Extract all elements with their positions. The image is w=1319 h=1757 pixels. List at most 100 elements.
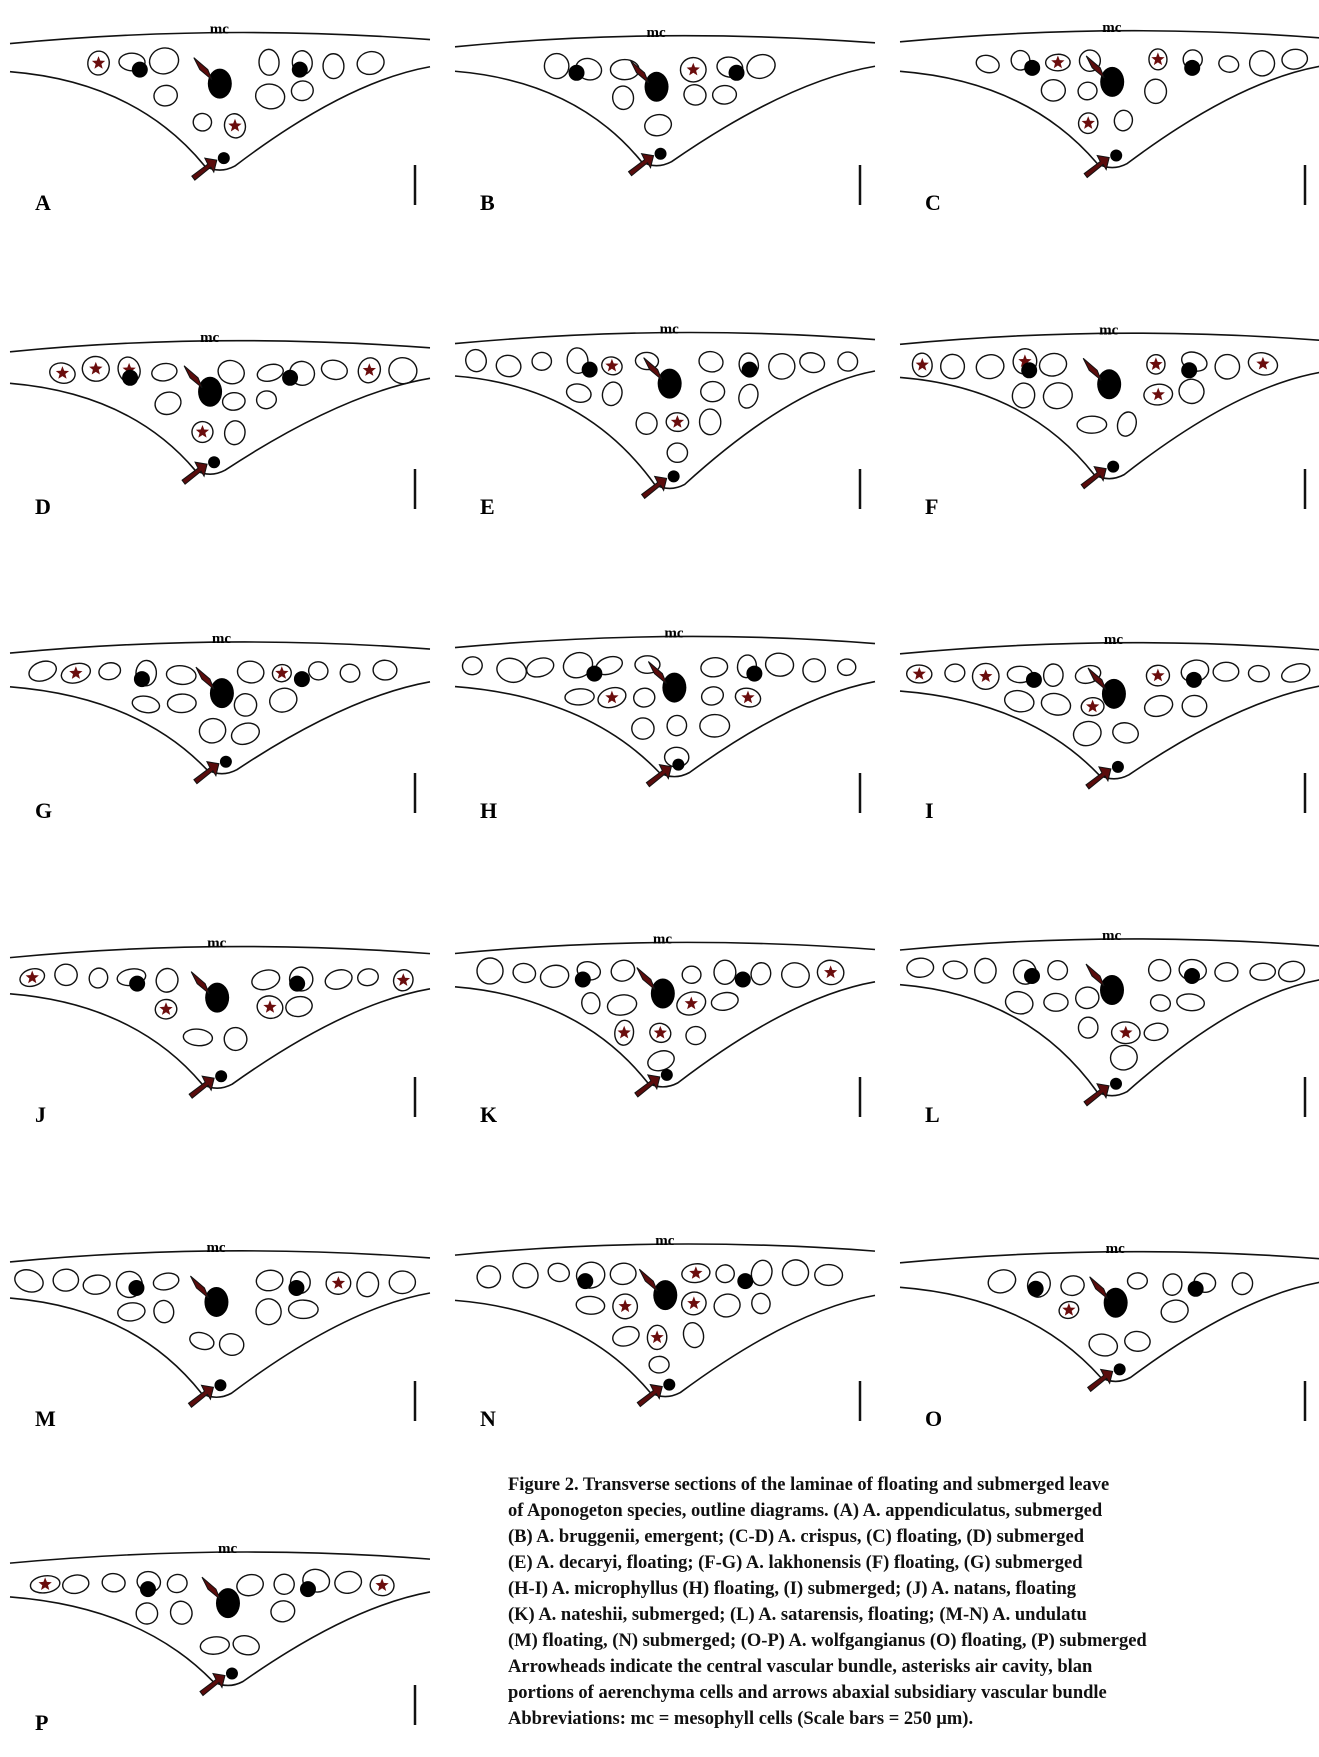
- caption-line: (M) floating, (N) submerged; (O-P) A. wo…: [508, 1628, 1319, 1654]
- arrowhead: [637, 967, 655, 989]
- aerenchyma-cell: [1149, 993, 1172, 1013]
- aerenchyma-cell: [166, 664, 197, 685]
- central-vascular-bundle: [205, 983, 229, 1013]
- aerenchyma-cell: [974, 53, 1001, 75]
- aerenchyma-cell: [154, 966, 181, 994]
- aerenchyma-cell: [643, 112, 673, 138]
- asterisk: [1256, 357, 1269, 370]
- aerenchyma-cell: [1176, 993, 1205, 1013]
- aerenchyma-cell: [744, 51, 778, 82]
- arrowhead: [1090, 1277, 1108, 1299]
- aerenchyma-cell: [779, 960, 811, 989]
- aerenchyma-cell: [117, 1301, 146, 1322]
- asterisk: [1149, 357, 1162, 370]
- aerenchyma-cell: [168, 1598, 196, 1627]
- vascular-bundle: [1026, 672, 1042, 688]
- panel-letter: P: [35, 1710, 48, 1735]
- asterisk: [689, 1266, 702, 1279]
- asterisk: [1151, 669, 1164, 682]
- arrow: [194, 762, 219, 784]
- subsidiary-bundle: [208, 456, 220, 468]
- aerenchyma-cell: [235, 1572, 266, 1599]
- caption: Figure 2. Transverse sections of the lam…: [508, 1472, 1319, 1732]
- mc-label: mc: [1104, 632, 1123, 648]
- aerenchyma-cell: [255, 390, 277, 411]
- subsidiary-bundle: [226, 1667, 238, 1679]
- figure-page: AmcBmcCmcDmcEmcFmcGmcHmcImcJmcKmcLmcMmcN…: [0, 0, 1319, 1757]
- vascular-bundle: [742, 362, 758, 378]
- vascular-bundle: [289, 976, 305, 992]
- panel: Cmc: [900, 20, 1319, 215]
- arrowhead: [190, 1276, 208, 1298]
- aerenchyma-cell: [1213, 353, 1241, 381]
- aerenchyma-cell: [461, 655, 484, 677]
- central-vascular-bundle: [204, 1287, 228, 1317]
- vascular-bundle: [1184, 968, 1200, 984]
- arrow: [182, 462, 207, 484]
- subsidiary-bundle: [218, 152, 230, 164]
- aerenchyma-cell: [546, 1261, 572, 1285]
- vascular-bundle: [746, 666, 762, 682]
- aerenchyma-cell: [1043, 663, 1064, 687]
- subsidiary-bundle: [663, 1379, 675, 1391]
- caption-line: Figure 2. Transverse sections of the lam…: [508, 1472, 1319, 1498]
- aerenchyma-cell: [269, 1599, 296, 1624]
- aerenchyma-cell: [1246, 47, 1278, 79]
- subsidiary-bundle: [1110, 1078, 1122, 1090]
- aerenchyma-cell: [700, 714, 730, 737]
- aerenchyma-cell: [539, 963, 571, 990]
- aerenchyma-cell: [250, 967, 282, 993]
- aerenchyma-cell: [1108, 1043, 1139, 1072]
- asterisk: [397, 973, 410, 986]
- mc-label: mc: [647, 25, 666, 41]
- aerenchyma-cell: [576, 1296, 606, 1316]
- aerenchyma-cell: [940, 354, 965, 379]
- aerenchyma-cell: [272, 1572, 297, 1596]
- panel: Bmc: [455, 25, 875, 215]
- aerenchyma-cell: [765, 652, 795, 677]
- panel-letter: H: [480, 798, 497, 823]
- aerenchyma-cell: [494, 655, 529, 686]
- aerenchyma-cell: [610, 1323, 641, 1349]
- aerenchyma-cell: [632, 687, 656, 709]
- aerenchyma-cell: [1217, 54, 1240, 74]
- asterisk: [275, 666, 288, 679]
- asterisk: [618, 1026, 631, 1039]
- asterisk: [263, 1000, 276, 1013]
- vascular-bundle: [129, 976, 145, 992]
- aerenchyma-cell: [389, 1271, 416, 1294]
- aerenchyma-cell: [565, 688, 595, 706]
- aerenchyma-cell: [52, 1268, 79, 1292]
- panel: Fmc: [900, 322, 1319, 519]
- asterisk: [687, 1296, 700, 1309]
- aerenchyma-cell: [495, 353, 523, 378]
- arrowhead: [191, 972, 209, 994]
- aerenchyma-cell: [750, 1292, 772, 1315]
- vascular-bundle: [122, 370, 138, 386]
- asterisk: [196, 425, 209, 438]
- mc-label: mc: [206, 1240, 225, 1256]
- mc-label: mc: [210, 22, 229, 38]
- aerenchyma-cell: [1279, 660, 1312, 685]
- asterisk: [687, 63, 700, 76]
- asterisk: [159, 1002, 172, 1015]
- aerenchyma-cell: [1159, 1298, 1190, 1325]
- aerenchyma-cell: [700, 656, 729, 678]
- aerenchyma-cell: [681, 1321, 706, 1350]
- aerenchyma-cell: [12, 1266, 46, 1296]
- aerenchyma-cell: [1047, 959, 1069, 980]
- asterisk: [69, 666, 82, 679]
- aerenchyma-cell: [1124, 1330, 1151, 1352]
- aerenchyma-cell: [682, 82, 709, 107]
- central-vascular-bundle: [208, 69, 232, 99]
- aerenchyma-cell: [815, 1265, 843, 1286]
- mc-label: mc: [1099, 322, 1118, 338]
- panel-letter: B: [480, 190, 495, 215]
- vascular-bundle: [737, 1273, 753, 1289]
- aerenchyma-cell: [635, 412, 658, 436]
- aerenchyma-cell: [1078, 1016, 1099, 1038]
- asterisk: [916, 358, 929, 371]
- aerenchyma-cell: [254, 1296, 284, 1327]
- asterisk: [741, 691, 754, 704]
- aerenchyma-cell: [165, 1572, 190, 1595]
